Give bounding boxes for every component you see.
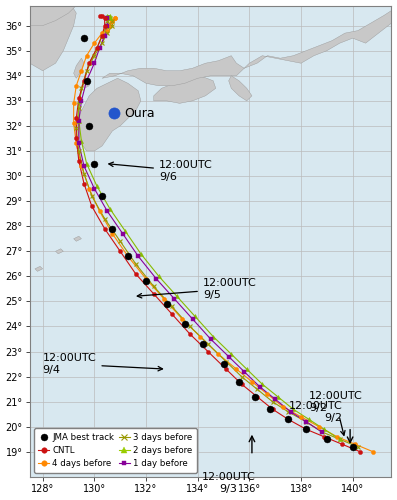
Legend: JMA best track, CNTL, 4 days before, 3 days before, 2 days before, 1 day before: JMA best track, CNTL, 4 days before, 3 d… [34,428,197,472]
Polygon shape [76,78,141,151]
Text: 12:00UTC
9/3: 12:00UTC 9/3 [202,472,256,494]
Polygon shape [84,81,89,88]
Polygon shape [229,76,252,101]
Text: 12:00UTC
9/5: 12:00UTC 9/5 [137,278,256,299]
Polygon shape [74,236,81,241]
Text: 12:00UTC
9/4: 12:00UTC 9/4 [42,354,162,375]
Polygon shape [74,58,84,78]
Polygon shape [0,0,76,70]
Polygon shape [56,249,64,254]
Polygon shape [102,10,391,86]
Text: Oura: Oura [124,107,155,120]
Polygon shape [30,0,107,26]
Polygon shape [35,266,42,272]
Text: 12:00UTC
9/2: 12:00UTC 9/2 [309,391,362,436]
Text: 12:00UTC
9/6: 12:00UTC 9/6 [109,160,213,182]
Polygon shape [154,76,216,104]
Text: 12:00UTC
9/2: 12:00UTC 9/2 [289,402,342,423]
